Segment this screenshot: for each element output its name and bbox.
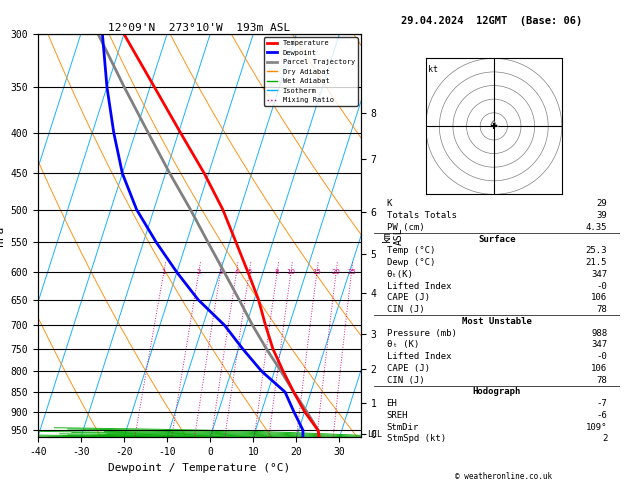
Text: 78: 78	[596, 305, 608, 314]
Text: 2: 2	[602, 434, 608, 443]
Legend: Temperature, Dewpoint, Parcel Trajectory, Dry Adiabat, Wet Adiabat, Isotherm, Mi: Temperature, Dewpoint, Parcel Trajectory…	[264, 37, 357, 106]
Text: Dewp (°C): Dewp (°C)	[386, 258, 435, 267]
Text: CAPE (J): CAPE (J)	[386, 364, 430, 373]
Text: kt: kt	[428, 65, 438, 74]
Text: 1: 1	[162, 269, 166, 275]
Text: StmDir: StmDir	[386, 423, 419, 432]
Text: 78: 78	[596, 376, 608, 384]
Text: 10: 10	[286, 269, 296, 275]
Text: 39: 39	[596, 211, 608, 220]
Text: Lifted Index: Lifted Index	[386, 281, 451, 291]
Text: 25.3: 25.3	[586, 246, 608, 255]
Text: -0: -0	[596, 281, 608, 291]
Text: 8: 8	[275, 269, 279, 275]
Text: SREH: SREH	[386, 411, 408, 420]
Text: -6: -6	[596, 411, 608, 420]
Text: 988: 988	[591, 329, 608, 338]
Text: 20: 20	[331, 269, 340, 275]
Text: 29.04.2024  12GMT  (Base: 06): 29.04.2024 12GMT (Base: 06)	[401, 16, 582, 26]
Text: 29: 29	[596, 199, 608, 208]
Text: θₜ (K): θₜ (K)	[386, 340, 419, 349]
Text: 4.35: 4.35	[586, 223, 608, 232]
Text: 347: 347	[591, 340, 608, 349]
Text: 109°: 109°	[586, 423, 608, 432]
Text: Most Unstable: Most Unstable	[462, 317, 532, 326]
Text: 15: 15	[313, 269, 321, 275]
Text: © weatheronline.co.uk: © weatheronline.co.uk	[455, 472, 552, 481]
Text: 5: 5	[247, 269, 252, 275]
Text: LCL: LCL	[367, 430, 382, 439]
Text: CIN (J): CIN (J)	[386, 376, 424, 384]
Text: Lifted Index: Lifted Index	[386, 352, 451, 361]
Text: CIN (J): CIN (J)	[386, 305, 424, 314]
Text: 2: 2	[197, 269, 201, 275]
Text: 106: 106	[591, 364, 608, 373]
Text: 21.5: 21.5	[586, 258, 608, 267]
Text: CAPE (J): CAPE (J)	[386, 294, 430, 302]
Text: EH: EH	[386, 399, 398, 408]
Text: Totals Totals: Totals Totals	[386, 211, 457, 220]
Text: -7: -7	[596, 399, 608, 408]
X-axis label: Dewpoint / Temperature (°C): Dewpoint / Temperature (°C)	[108, 463, 291, 473]
Y-axis label: hPa: hPa	[0, 226, 5, 246]
Y-axis label: km
ASL: km ASL	[382, 227, 404, 244]
Text: 347: 347	[591, 270, 608, 279]
Text: PW (cm): PW (cm)	[386, 223, 424, 232]
Text: Hodograph: Hodograph	[473, 387, 521, 397]
Text: 3: 3	[218, 269, 223, 275]
Text: K: K	[386, 199, 392, 208]
Title: 12°09'N  273°10'W  193m ASL: 12°09'N 273°10'W 193m ASL	[108, 23, 291, 33]
Text: Temp (°C): Temp (°C)	[386, 246, 435, 255]
Text: 25: 25	[347, 269, 356, 275]
Text: Pressure (mb): Pressure (mb)	[386, 329, 457, 338]
Text: StmSpd (kt): StmSpd (kt)	[386, 434, 445, 443]
Text: 4: 4	[234, 269, 238, 275]
Text: θₜ(K): θₜ(K)	[386, 270, 413, 279]
Text: 106: 106	[591, 294, 608, 302]
Text: -0: -0	[596, 352, 608, 361]
Text: Surface: Surface	[478, 235, 516, 243]
